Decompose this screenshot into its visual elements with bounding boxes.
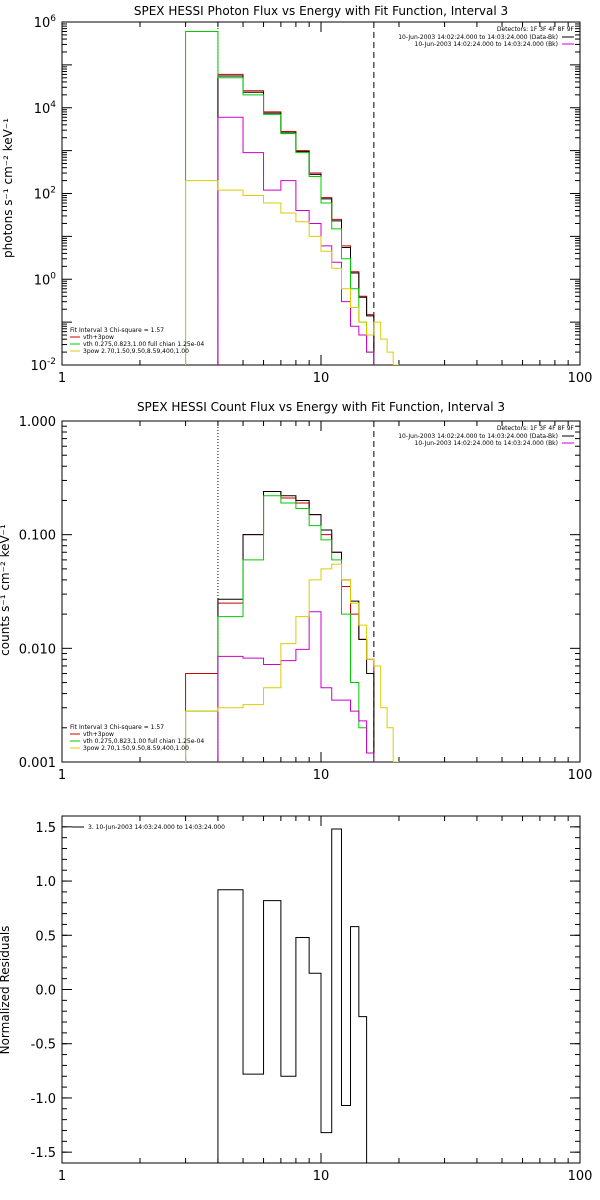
- y-tick-label: 104: [34, 100, 57, 117]
- y-tick-label: 0.0: [35, 984, 56, 999]
- count-flux-panel: SPEX HESSI Count Flux vs Energy with Fit…: [0, 400, 592, 783]
- legend-fit-header: Fit Interval 3 Chi-square = 1.57: [70, 724, 164, 731]
- residuals-panel: Normalized Residuals 1 10 100 -1.5 -1.0 -0.5 0…: [0, 815, 593, 1184]
- legend-entry: 10-Jun-2003 14:02:24.000 to 14:03:24.000…: [415, 440, 558, 447]
- x-tick-label: 1: [58, 768, 66, 783]
- legend-entry: 3pow 2.70,1.50,9.50,8.59,400,1.00: [83, 745, 189, 752]
- x-tick-label: 10: [313, 1169, 330, 1184]
- legend-detectors: Detectors: 1F 3F 4F 8F 9F: [497, 26, 575, 33]
- series-line-2: [185, 31, 375, 365]
- y-tick-label: 1.0: [35, 875, 56, 890]
- series-group: [217, 828, 375, 1163]
- y-tick-label: 106: [34, 14, 57, 31]
- series-line-3: [217, 611, 375, 762]
- y-tick-label: -0.5: [31, 1038, 56, 1053]
- x-tick-label: 1: [58, 1169, 66, 1184]
- y-tick-label: 1.5: [35, 821, 56, 836]
- legend-detectors: Detectors: 1F 3F 4F 8F 9F: [497, 425, 575, 432]
- series-line-0: [217, 828, 375, 1163]
- x-tick-label: 10: [313, 371, 330, 386]
- x-tick-label: 100: [568, 768, 593, 783]
- y-axis-label: counts s⁻¹ cm⁻² keV⁻¹: [0, 524, 12, 656]
- x-tick-label: 100: [568, 1169, 593, 1184]
- legend-entry: vth+3pow: [83, 334, 114, 341]
- legend-entry: vth 0.275,0.823,1.00 full chian 1.25e-04: [83, 738, 204, 745]
- y-tick-label: 0.100: [19, 529, 56, 544]
- legend-entry: vth 0.275,0.823,1.00 full chian 1.25e-04: [83, 341, 204, 348]
- x-tick-label: 10: [313, 768, 330, 783]
- series-group: [185, 31, 400, 365]
- legend-entry: 10-Jun-2003 14:02:24.000 to 14:03:24.000…: [398, 433, 558, 440]
- series-line-3: [217, 116, 375, 365]
- y-tick-label: 0.010: [19, 642, 56, 657]
- series-line-2: [185, 495, 375, 762]
- photon-flux-panel: SPEX HESSI Photon Flux vs Energy with Fi…: [1, 4, 592, 386]
- series-group: [185, 490, 400, 762]
- y-axis-label: Normalized Residuals: [0, 926, 12, 1055]
- legend-entry: vth+3pow: [83, 731, 114, 738]
- y-tick-label: 0.001: [19, 756, 56, 771]
- x-tick-label: 1: [58, 371, 66, 386]
- y-tick-label: 100: [34, 271, 57, 288]
- panel-title: SPEX HESSI Photon Flux vs Energy with Fi…: [134, 4, 508, 18]
- panel-title: SPEX HESSI Count Flux vs Energy with Fit…: [137, 400, 505, 414]
- y-axis-label: photons s⁻¹ cm⁻² keV⁻¹: [1, 118, 15, 258]
- y-tick-label: 10-2: [30, 357, 56, 374]
- legend-fit-header: Fit Interval 3 Chi-square = 1.57: [70, 327, 164, 334]
- legend-entry: 10-Jun-2003 14:02:24.000 to 14:03:24.000…: [398, 34, 558, 41]
- series-line-4: [185, 563, 400, 762]
- legend-entry: 10-Jun-2003 14:02:24.000 to 14:03:24.000…: [415, 41, 558, 48]
- y-tick-label: 102: [34, 186, 56, 203]
- y-tick-label: 0.5: [35, 929, 56, 944]
- y-tick-label: -1.5: [31, 1146, 56, 1161]
- legend-entry: 3pow 2.70,1.50,9.50,8.59,400,1.00: [83, 348, 189, 355]
- series-line-4: [185, 180, 400, 365]
- y-tick-label: 1.000: [19, 415, 56, 430]
- legend-entry: 3. 10-Jun-2003 14:03:24.000 to 14:03:24.…: [88, 824, 225, 831]
- y-tick-label: -1.0: [31, 1092, 56, 1107]
- x-tick-label: 100: [568, 371, 593, 386]
